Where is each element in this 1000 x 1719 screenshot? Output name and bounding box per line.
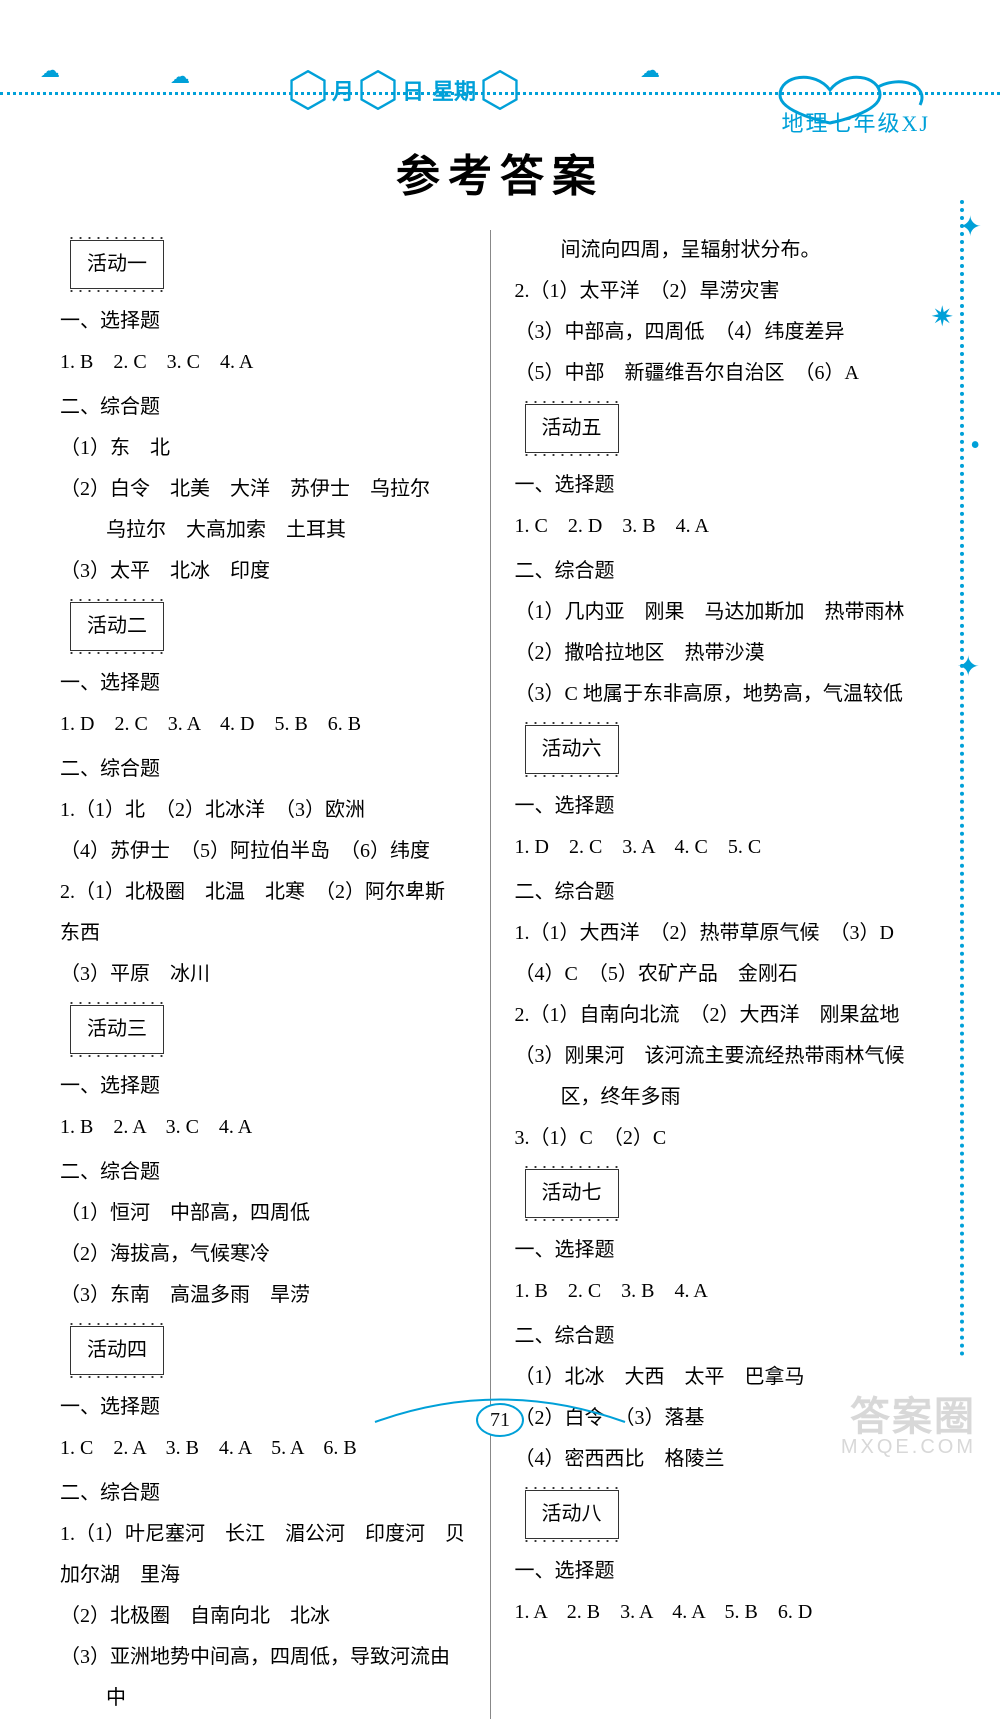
activity-badge: 活动八	[525, 1490, 619, 1539]
answer-line: 2.（1）北极圈 北温 北寒 （2）阿尔卑斯 东西	[60, 872, 466, 954]
section-heading: 一、选择题	[60, 301, 466, 342]
content-area: 活动一一、选择题1. B 2. C 3. C 4. A二、综合题（1）东 北（2…	[60, 230, 920, 1719]
watermark-line2: MXQE.COM	[841, 1436, 976, 1459]
answer-line: （3）平原 冰川	[60, 954, 466, 995]
hex-icon	[360, 70, 396, 110]
activity-badge: 活动六	[525, 725, 619, 774]
activity-badge: 活动三	[70, 1005, 164, 1054]
activity-badge: 活动五	[525, 404, 619, 453]
section-heading: 二、综合题	[515, 1316, 921, 1357]
activity-badge: 活动七	[525, 1169, 619, 1218]
answer-line: （2）撒哈拉地区 热带沙漠	[515, 633, 921, 674]
sparkle-icon: ✷	[931, 300, 954, 334]
answer-line: （1）东 北	[60, 428, 466, 469]
hex-label-month: 月	[332, 74, 354, 106]
hex-label-week: 星期	[432, 74, 476, 106]
answer-line: 3.（1）C （2）C	[515, 1118, 921, 1159]
section-heading: 二、综合题	[60, 1473, 466, 1514]
header-date-hexes: 月 日 星期	[290, 70, 518, 110]
section-heading: 二、综合题	[515, 872, 921, 913]
answer-line: 1. D 2. C 3. A 4. D 5. B 6. B	[60, 704, 466, 745]
section-heading: 二、综合题	[515, 551, 921, 592]
section-heading: 一、选择题	[60, 663, 466, 704]
answer-line: 1.（1）北 （2）北冰洋 （3）欧洲	[60, 790, 466, 831]
answer-line: 2.（1）自南向北流 （2）大西洋 刚果盆地	[515, 995, 921, 1036]
answer-line: （2）海拔高，气候寒冷	[60, 1234, 466, 1275]
answer-line: （3）太平 北冰 印度	[60, 551, 466, 592]
right-dotted-line	[960, 200, 964, 1357]
watermark: 答案圈 MXQE.COM	[841, 1384, 976, 1459]
column-divider	[490, 230, 491, 1719]
hex-label-day: 日	[402, 74, 424, 106]
answer-line: 1. B 2. A 3. C 4. A	[60, 1107, 466, 1148]
answer-line: （2）白令 北美 大洋 苏伊士 乌拉尔 乌拉尔 大高加索 土耳其	[60, 469, 466, 551]
answer-line: （3）亚洲地势中间高，四周低，导致河流由中	[60, 1637, 466, 1719]
section-heading: 一、选择题	[515, 1230, 921, 1271]
answer-line: 1. D 2. C 3. A 4. C 5. C	[515, 827, 921, 868]
page-title: 参考答案	[0, 140, 1000, 204]
watermark-line1: 答案圈	[841, 1384, 976, 1442]
subject-label: 地理七年级XJ	[782, 106, 930, 138]
answer-line: （4）C （5）农矿产品 金刚石	[515, 954, 921, 995]
answer-line: （4）苏伊士 （5）阿拉伯半岛 （6）纬度	[60, 831, 466, 872]
activity-badge: 活动一	[70, 240, 164, 289]
section-heading: 二、综合题	[60, 749, 466, 790]
answer-line: （3）中部高，四周低 （4）纬度差异	[515, 312, 921, 353]
answer-line: （2）北极圈 自南向北 北冰	[60, 1596, 466, 1637]
answer-line: （5）中部 新疆维吾尔自治区 （6）A	[515, 353, 921, 394]
activity-badge: 活动二	[70, 602, 164, 651]
answer-line: （1）几内亚 刚果 马达加斯加 热带雨林	[515, 592, 921, 633]
answer-line: （3）C 地属于东非高原，地势高，气温较低	[515, 674, 921, 715]
section-heading: 一、选择题	[60, 1066, 466, 1107]
cloud-icon: ☁	[170, 64, 190, 89]
answer-line: 1. A 2. B 3. A 4. A 5. B 6. D	[515, 1592, 921, 1633]
cloud-icon: ☁	[640, 58, 660, 83]
answer-line: 1. B 2. C 3. B 4. A	[515, 1271, 921, 1312]
activity-badge: 活动四	[70, 1326, 164, 1375]
answer-line: 间流向四周，呈辐射状分布。	[515, 230, 921, 271]
page-number: 71	[476, 1403, 524, 1437]
left-column: 活动一一、选择题1. B 2. C 3. C 4. A二、综合题（1）东 北（2…	[60, 230, 466, 1719]
section-heading: 一、选择题	[515, 786, 921, 827]
section-heading: 二、综合题	[60, 387, 466, 428]
hex-icon	[482, 70, 518, 110]
right-column: 间流向四周，呈辐射状分布。2.（1）太平洋 （2）旱涝灾害（3）中部高，四周低 …	[515, 230, 921, 1719]
section-heading: 一、选择题	[515, 1551, 921, 1592]
sparkle-icon: •	[970, 430, 980, 462]
section-heading: 一、选择题	[515, 465, 921, 506]
header-band: 月 日 星期 地理七年级XJ	[0, 40, 1000, 110]
answer-line: 1. B 2. C 3. C 4. A	[60, 342, 466, 383]
hex-icon	[290, 70, 326, 110]
answer-line: 1.（1）叶尼塞河 长江 湄公河 印度河 贝加尔湖 里海	[60, 1514, 466, 1596]
answer-line: 1. C 2. D 3. B 4. A	[515, 506, 921, 547]
section-heading: 二、综合题	[60, 1152, 466, 1193]
answer-line: （3）东南 高温多雨 旱涝	[60, 1275, 466, 1316]
answer-line: 2.（1）太平洋 （2）旱涝灾害	[515, 271, 921, 312]
answer-line: （3）刚果河 该河流主要流经热带雨林气候区，终年多雨	[515, 1036, 921, 1118]
answer-line: 1.（1）大西洋 （2）热带草原气候 （3）D	[515, 913, 921, 954]
answer-line: （1）恒河 中部高，四周低	[60, 1193, 466, 1234]
cloud-icon: ☁	[40, 58, 60, 83]
